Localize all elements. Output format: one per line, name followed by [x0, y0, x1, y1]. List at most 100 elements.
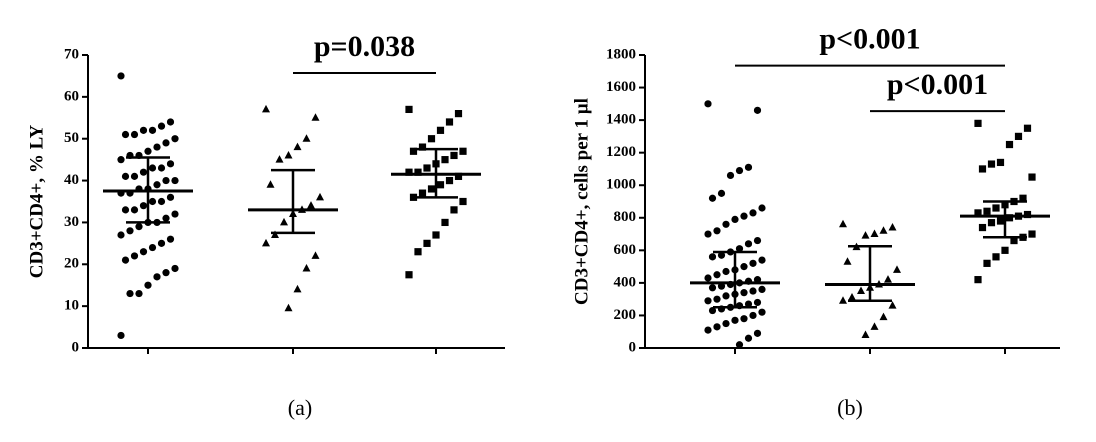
data-point	[117, 231, 125, 239]
data-point	[713, 323, 721, 331]
data-point	[857, 286, 865, 295]
data-point	[427, 185, 436, 193]
data-point	[974, 119, 982, 127]
data-point	[311, 113, 320, 121]
data-point	[848, 293, 856, 301]
data-point	[717, 189, 726, 197]
data-point	[459, 197, 467, 206]
data-point	[861, 231, 870, 239]
data-point	[162, 139, 170, 147]
data-point	[744, 300, 753, 308]
y-tick-label: 1200	[606, 144, 636, 160]
data-point	[418, 189, 427, 197]
y-tick-label: 50	[64, 130, 79, 146]
data-point	[870, 322, 879, 330]
data-point	[708, 194, 717, 202]
data-point	[293, 284, 302, 293]
data-point	[418, 143, 427, 151]
data-point	[121, 172, 130, 180]
p-value: p<0.001	[887, 68, 988, 101]
data-point	[126, 227, 134, 235]
data-point	[861, 330, 870, 338]
data-point	[978, 223, 987, 232]
data-point	[157, 197, 166, 206]
panel-caption: (b)	[837, 395, 863, 420]
data-point	[870, 229, 879, 238]
data-point	[459, 147, 467, 155]
data-point	[704, 274, 712, 282]
data-point	[731, 316, 739, 324]
data-point	[262, 104, 270, 113]
y-tick-label: 200	[614, 307, 637, 323]
y-tick-label: 1800	[606, 46, 636, 62]
data-point	[704, 230, 712, 238]
data-point	[405, 105, 413, 114]
data-point	[423, 239, 431, 247]
data-point	[284, 150, 293, 159]
data-point	[144, 147, 152, 155]
data-point	[888, 301, 897, 309]
data-point	[409, 193, 418, 201]
data-point	[839, 296, 847, 304]
panel-caption: (a)	[288, 395, 312, 420]
data-point	[722, 319, 730, 328]
data-point	[839, 219, 847, 228]
data-point	[166, 160, 175, 168]
data-point	[708, 253, 717, 261]
data-point	[153, 181, 161, 189]
data-point	[758, 256, 766, 264]
data-point	[740, 212, 748, 220]
data-point	[708, 284, 717, 292]
data-point	[726, 171, 735, 180]
y-tick-label: 30	[64, 214, 79, 230]
data-point	[978, 165, 987, 173]
data-point	[1010, 236, 1018, 245]
data-point	[1019, 194, 1027, 202]
data-point	[121, 130, 130, 139]
data-point	[704, 100, 712, 108]
data-point	[144, 281, 152, 289]
data-point	[414, 248, 422, 256]
data-point	[740, 263, 748, 271]
data-point	[1014, 132, 1023, 140]
data-point	[758, 308, 766, 316]
data-point	[758, 204, 766, 212]
data-point	[1001, 246, 1009, 254]
data-point	[717, 251, 726, 259]
data-point	[271, 230, 279, 238]
data-point	[139, 168, 148, 176]
data-point	[888, 223, 897, 231]
data-point	[749, 287, 757, 295]
y-tick-label: 1600	[606, 79, 636, 95]
data-point	[117, 72, 125, 80]
data-point	[445, 176, 454, 185]
data-point	[740, 315, 748, 323]
data-point	[157, 122, 166, 130]
data-point	[126, 289, 134, 298]
data-point	[293, 142, 302, 151]
data-point	[1028, 173, 1036, 181]
data-point	[162, 214, 170, 222]
data-point	[157, 164, 166, 172]
p-value: p=0.038	[314, 30, 415, 63]
data-point	[708, 306, 717, 315]
data-point	[704, 297, 712, 305]
data-point	[130, 206, 139, 214]
data-point	[974, 276, 982, 284]
data-point	[130, 130, 139, 139]
y-tick-label: 40	[64, 172, 79, 188]
data-point	[722, 220, 730, 228]
data-point	[753, 298, 762, 307]
data-point	[1023, 124, 1032, 132]
data-point	[884, 275, 892, 283]
data-point	[749, 209, 757, 217]
data-point	[117, 156, 125, 164]
y-tick-label: 1400	[606, 112, 636, 128]
y-tick-label: 10	[64, 298, 79, 314]
data-point	[262, 238, 270, 247]
data-point	[454, 110, 463, 118]
data-point	[758, 285, 766, 293]
data-point	[450, 206, 458, 214]
data-point	[749, 311, 757, 320]
data-point	[713, 227, 721, 235]
